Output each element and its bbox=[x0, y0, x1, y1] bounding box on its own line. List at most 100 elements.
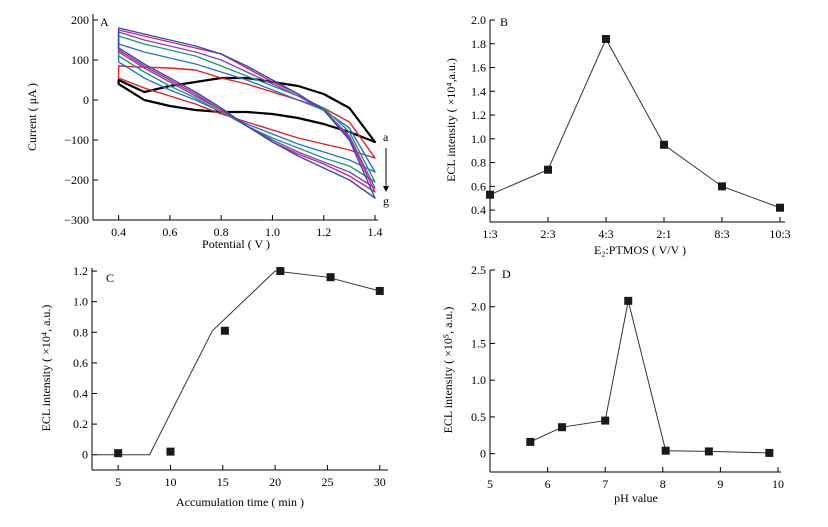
panel-b-y-tick-label: 2.0 bbox=[471, 13, 486, 27]
panel-a-x-tick-label: 1.4 bbox=[368, 225, 383, 239]
panel-d-y-tick-label: 2.5 bbox=[471, 263, 486, 277]
panel-b: B E₂:PTMOS ( V/V ) ECL intensity ( ×10⁴,… bbox=[444, 13, 791, 257]
panel-d-point bbox=[704, 447, 713, 456]
panel-c-y-tick-label: 0.4 bbox=[73, 386, 88, 400]
panel-c-y-ticks: 1.2 1.0 0.8 0.6 0.4 0.2 0 bbox=[73, 264, 97, 462]
panel-a-curves bbox=[117, 27, 377, 199]
panel-a-cv-curve bbox=[117, 43, 376, 173]
panel-b-y-tick-label: 1.0 bbox=[471, 132, 486, 146]
panel-d-series bbox=[526, 296, 774, 457]
panel-c-y-tick-label: 0.6 bbox=[73, 356, 88, 370]
panel-b-x-tick-label: 1:3 bbox=[482, 227, 497, 241]
panel-c: C Accumulation time ( min ) ECL intensit… bbox=[39, 264, 388, 509]
panel-a-x-title: Potential ( V ) bbox=[202, 237, 270, 251]
panel-c-x-tick-label: 10 bbox=[164, 475, 176, 489]
panel-c-label: C bbox=[106, 271, 114, 285]
panel-a-x-tick-label: 0.6 bbox=[162, 225, 177, 239]
panel-a-annotation-a: a bbox=[383, 130, 389, 144]
panel-d-y-tick-label: 1.0 bbox=[471, 373, 486, 387]
panel-b-point bbox=[660, 140, 668, 149]
panel-d-x-tick-label: 8 bbox=[660, 477, 666, 491]
panel-a-cv-curve bbox=[117, 27, 376, 199]
panel-a-x-tick-label: 0.4 bbox=[111, 225, 126, 239]
panel-a-annotation-g: g bbox=[383, 194, 389, 208]
panel-d-y-tick-label: 2.0 bbox=[471, 300, 486, 314]
panel-b-x-ticks: 1:3 2:3 4:3 2:1 8:3 10:3 bbox=[482, 217, 791, 241]
panel-c-x-title: Accumulation time ( min ) bbox=[176, 495, 304, 509]
panel-a-x-tick-label: 1.2 bbox=[316, 225, 331, 239]
panel-c-y-tick-label: 1.2 bbox=[73, 264, 88, 278]
panel-a-y-tick-label: −100 bbox=[64, 133, 89, 147]
panel-c-y-tick-label: 0.8 bbox=[73, 325, 88, 339]
panel-a-y-tick-label: 200 bbox=[71, 13, 89, 27]
panel-a-trend-arrowhead bbox=[383, 186, 389, 192]
panel-c-x-tick-label: 25 bbox=[321, 475, 333, 489]
panel-a-y-tick-label: −200 bbox=[64, 173, 89, 187]
panel-c-line bbox=[92, 270, 380, 456]
panel-a: A Potential ( V ) Current ( μA ) 200 100 0… bbox=[25, 13, 389, 251]
panel-c-y-tick-label: 0.2 bbox=[73, 417, 88, 431]
panel-b-point bbox=[544, 165, 552, 174]
panel-b-y-tick-label: 1.2 bbox=[471, 108, 486, 122]
panel-c-x-tick-label: 30 bbox=[374, 475, 386, 489]
panel-b-x-tick-label: 2:1 bbox=[656, 227, 671, 241]
panel-d-label: D bbox=[502, 267, 511, 281]
panel-b-point bbox=[718, 182, 726, 191]
panel-b-y-tick-label: 0.6 bbox=[471, 179, 486, 193]
panel-b-x-tick-label: 2:3 bbox=[540, 227, 555, 241]
panel-c-series bbox=[92, 267, 384, 458]
panel-c-y-tick-label: 1.0 bbox=[73, 295, 88, 309]
panel-d-point bbox=[624, 296, 633, 305]
panel-c-point bbox=[375, 286, 384, 295]
panel-a-x-tick-label: 1.0 bbox=[265, 225, 280, 239]
panel-c-x-tick-label: 20 bbox=[269, 475, 281, 489]
panel-c-x-tick-label: 5 bbox=[115, 475, 121, 489]
panel-d-x-tick-label: 10 bbox=[772, 477, 784, 491]
panel-d-y-title: ECL intensity ( ×10⁵, a.u.) bbox=[441, 307, 455, 434]
panel-b-series bbox=[486, 35, 784, 212]
panel-d-x-tick-label: 5 bbox=[487, 477, 493, 491]
panel-c-y-title: ECL intensity ( ×10⁴, a.u.) bbox=[39, 305, 53, 432]
panel-b-y-title: ECL intensity ( ×10⁴,a.u.) bbox=[444, 58, 458, 182]
panel-b-x-tick-label: 10:3 bbox=[769, 227, 790, 241]
panel-d-x-tick-label: 9 bbox=[717, 477, 723, 491]
panel-a-x-ticks: 0.4 0.6 0.8 1.0 1.2 1.4 bbox=[111, 215, 383, 239]
panel-a-cv-curve bbox=[117, 65, 376, 159]
panel-d-x-ticks: 5 6 7 8 9 10 bbox=[487, 467, 784, 491]
panel-b-y-tick-label: 1.8 bbox=[471, 37, 486, 51]
panel-d-y-ticks: 2.5 2.0 1.5 1.0 0.5 0 bbox=[471, 263, 495, 461]
panel-a-y-tick-label: 0 bbox=[83, 93, 89, 107]
panel-c-point bbox=[220, 326, 229, 335]
panel-b-point bbox=[776, 203, 784, 212]
panel-b-y-tick-label: 1.6 bbox=[471, 61, 486, 75]
panel-b-y-tick-label: 1.4 bbox=[471, 84, 486, 98]
panel-b-point bbox=[602, 35, 610, 44]
panel-d-point bbox=[661, 446, 670, 455]
panel-b-point bbox=[486, 190, 494, 199]
panel-d-point bbox=[765, 448, 774, 457]
panel-b-y-tick-label: 0.4 bbox=[471, 203, 486, 217]
panel-c-x-tick-label: 15 bbox=[217, 475, 229, 489]
panel-c-x-ticks: 5 10 15 20 25 30 bbox=[115, 465, 386, 489]
panel-a-y-ticks: 200 100 0 −100 −200 −300 bbox=[64, 13, 98, 227]
panel-d-x-tick-label: 7 bbox=[602, 477, 608, 491]
panel-a-y-title: Current ( μA ) bbox=[25, 83, 39, 151]
panel-c-point bbox=[166, 447, 175, 456]
panel-d-point bbox=[526, 437, 535, 446]
panel-b-y-tick-label: 0.8 bbox=[471, 156, 486, 170]
panel-d: D pH value ECL intensity ( ×10⁵, a.u.) 2… bbox=[441, 263, 784, 505]
panel-a-x-tick-label: 0.8 bbox=[214, 225, 229, 239]
panel-a-cv-curve bbox=[117, 29, 376, 193]
panel-c-point bbox=[276, 267, 285, 276]
panel-a-label: A bbox=[100, 15, 109, 29]
panel-c-y-tick-label: 0 bbox=[82, 448, 88, 462]
panel-a-cv-curve bbox=[117, 31, 376, 189]
panel-d-x-tick-label: 6 bbox=[545, 477, 551, 491]
panel-d-line bbox=[530, 300, 770, 454]
panel-a-y-tick-label: 100 bbox=[71, 53, 89, 67]
panel-d-y-tick-label: 0.5 bbox=[471, 410, 486, 424]
panel-d-point bbox=[601, 416, 610, 425]
panel-b-line bbox=[489, 37, 781, 209]
